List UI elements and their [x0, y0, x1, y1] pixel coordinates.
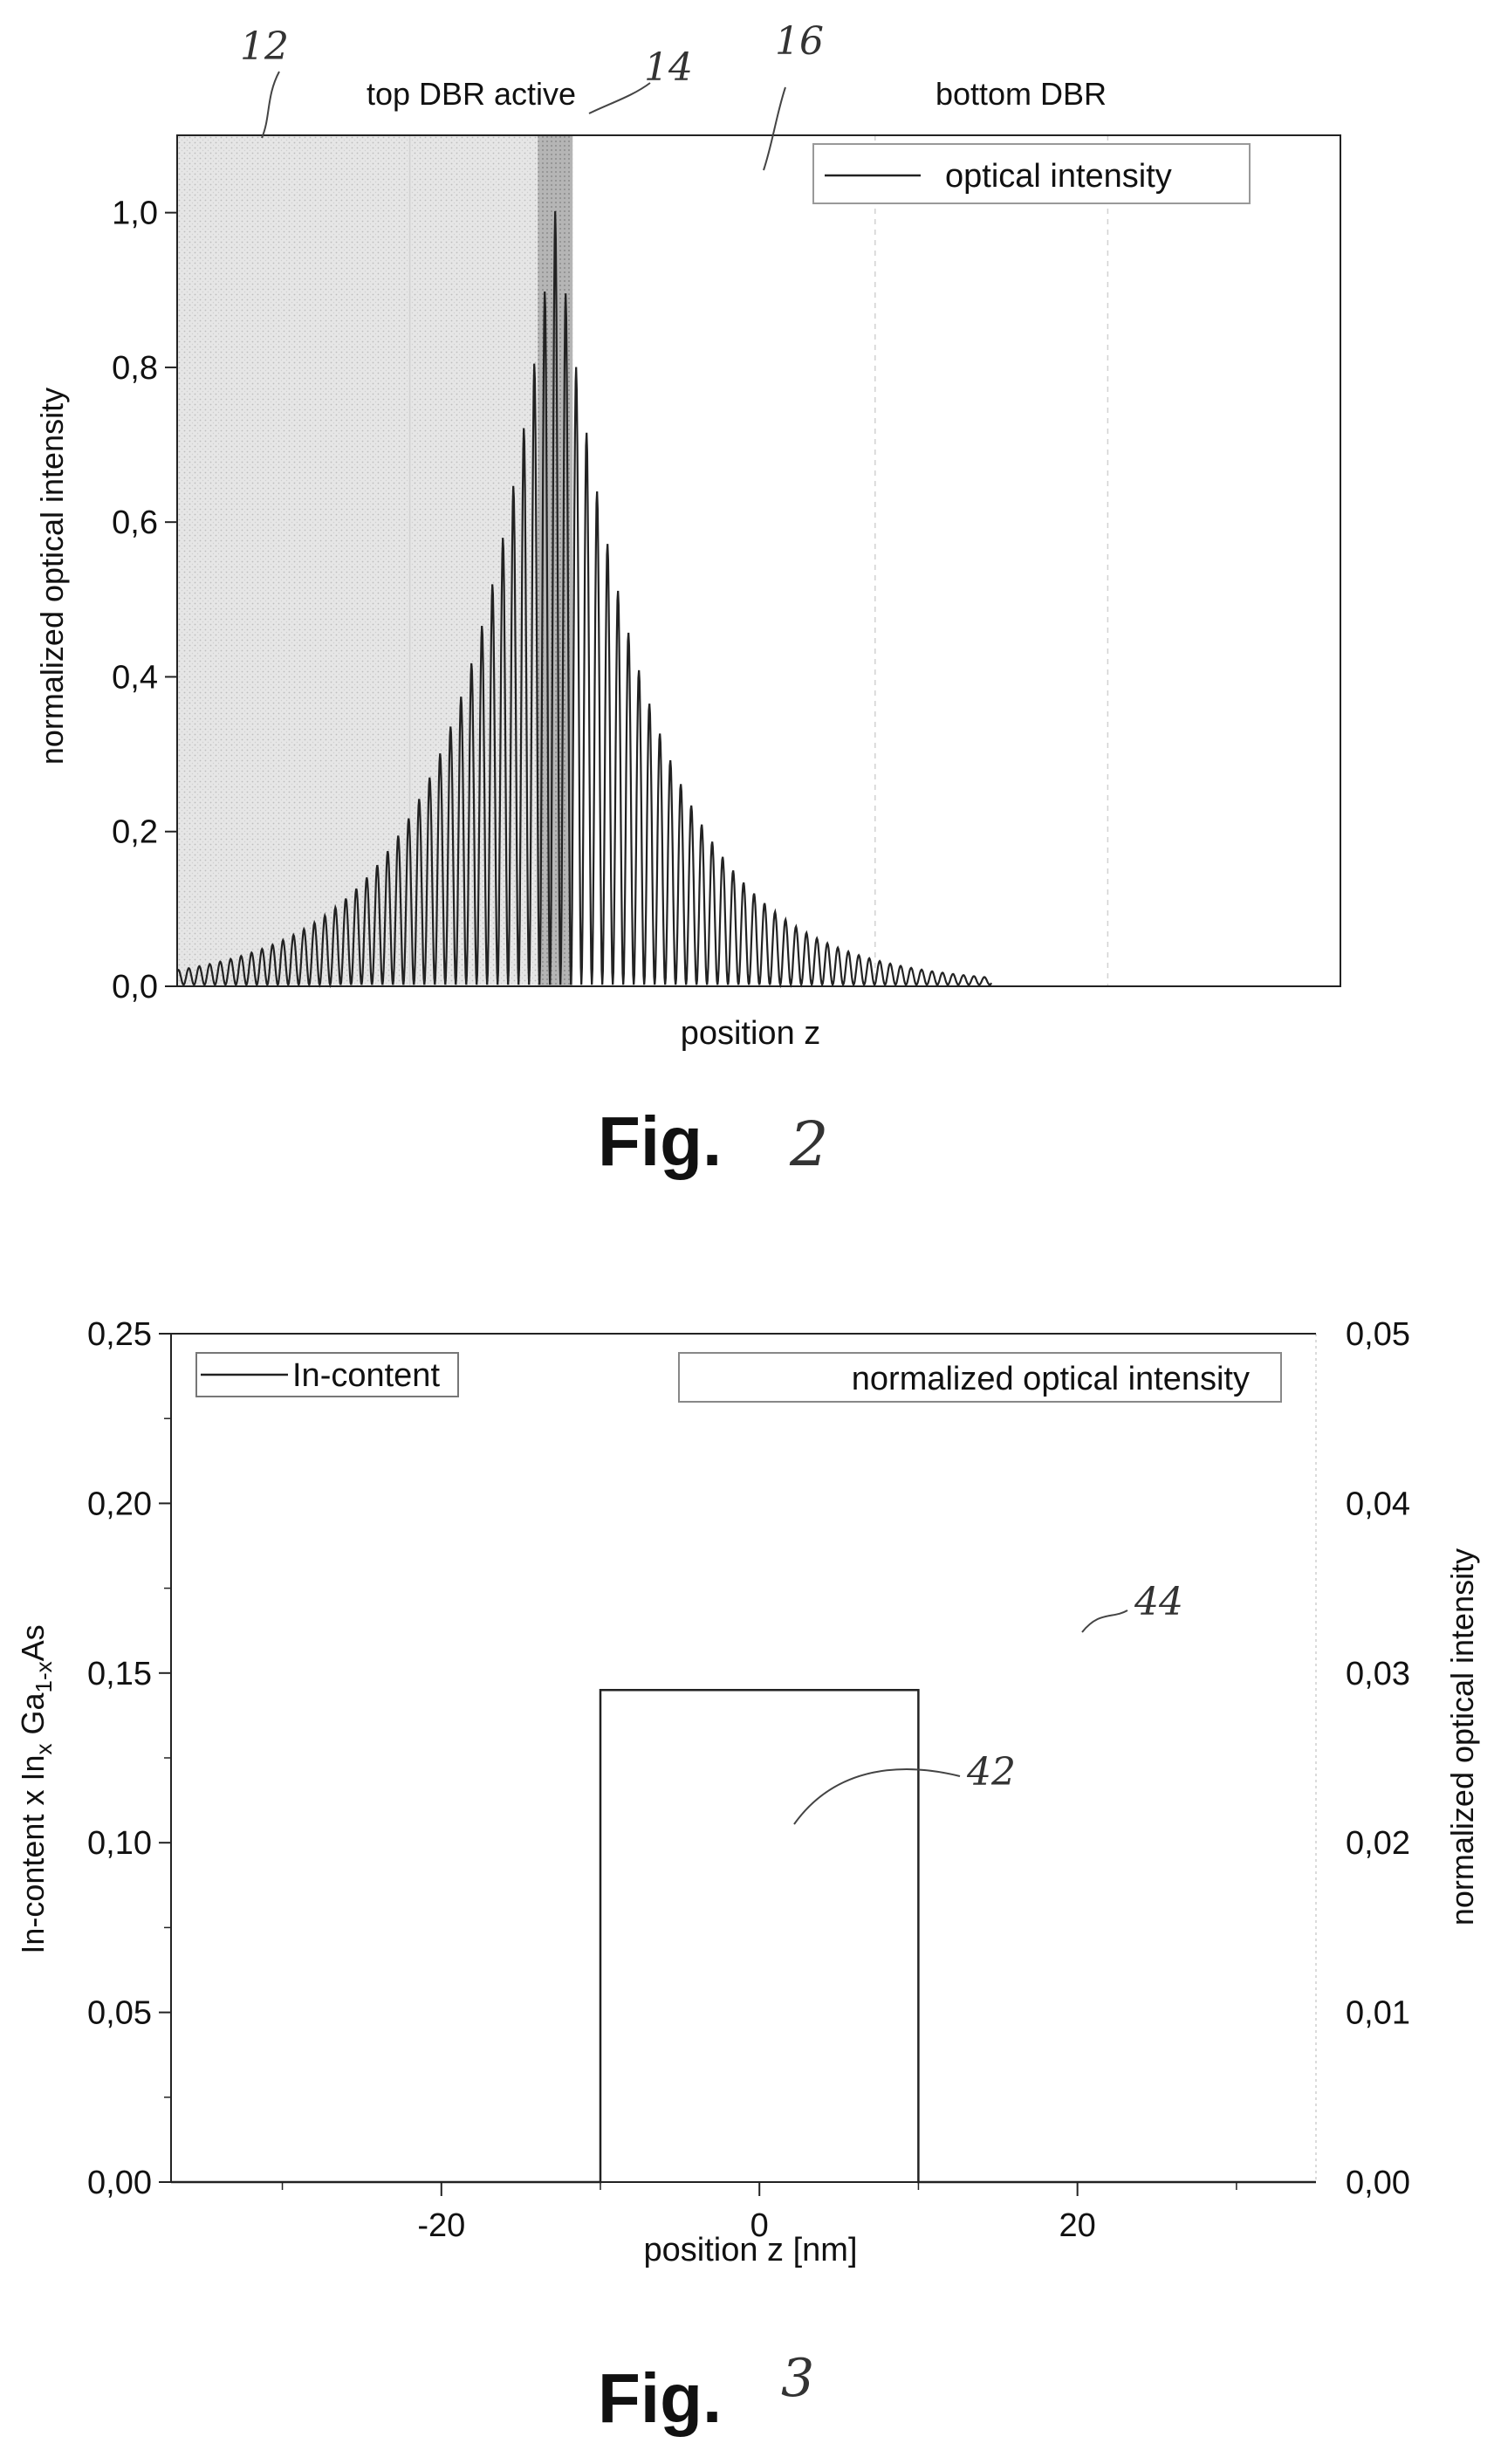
region-label-bottom-dbr: bottom DBR — [935, 76, 1107, 112]
reference-numeral-16: 16 — [775, 19, 824, 64]
fig3-y2-tick-label: 0,00 — [1346, 2165, 1410, 2201]
fig3-y-ticks: 0,00 0,05 0,10 0,15 0,20 0,25 — [87, 1316, 172, 2201]
fig3-x-tick-label: 0 — [750, 2207, 769, 2244]
fig3-x-tick-label: 20 — [1059, 2207, 1096, 2244]
fig3-y2-tick-label: 0,01 — [1346, 1995, 1410, 2032]
fig3-number: 3 — [781, 2348, 814, 2409]
fig3-y-tick-label: 0,00 — [87, 2165, 152, 2201]
fig3-y-axis-label-as: As — [15, 1624, 51, 1661]
fig2-y-tick-label: 0,4 — [112, 659, 158, 696]
reference-numeral-44: 44 — [1134, 1580, 1183, 1624]
fig3-y-axis-label-sub-x: x — [31, 1744, 57, 1755]
fig2-y-tick-label: 1,0 — [112, 196, 158, 232]
leader-line-16 — [763, 86, 786, 171]
fig3-legend-normalized-optical-intensity: normalized optical intensity — [678, 1352, 1282, 1403]
reference-numeral-14: 14 — [644, 45, 693, 90]
fig3-y-tick-label: 0,20 — [87, 1486, 152, 1522]
fig3-y-tick-label: 0,10 — [87, 1825, 152, 1862]
fig2-y-tick-label: 0,2 — [112, 814, 158, 851]
fig3-y-axis-label-main: In-content x In — [15, 1755, 51, 1954]
fig2-y-tick-label: 0,0 — [112, 969, 158, 1006]
fig2-caption: Fig. — [598, 1102, 722, 1180]
fig3-y2-tick-label: 0,05 — [1346, 1316, 1410, 1353]
fig3-caption: Fig. — [598, 2359, 722, 2437]
fig3-y2-tick-label: 0,03 — [1346, 1656, 1410, 1692]
leader-line-44 — [1081, 1609, 1128, 1633]
fig2-x-axis-label: position z — [681, 1015, 821, 1052]
fig3-y-axis-label: In-content x Inx Ga1-xAs — [15, 1624, 57, 1953]
fig3-y2-axis-label: normalized optical intensity — [1444, 1548, 1480, 1925]
optical-intensity-curve — [175, 210, 993, 989]
fig2-y-tick-label: 0,8 — [112, 350, 158, 387]
fig2-y-axis-label: normalized optical intensity — [34, 388, 70, 765]
region-12-top-dbr — [177, 135, 538, 986]
fig3-y2-ticks: 0,00 0,01 0,02 0,03 0,04 0,05 — [1315, 1316, 1410, 2201]
fig3-y-tick-label: 0,25 — [87, 1316, 152, 1353]
region-label-top-dbr-active: top DBR active — [367, 76, 576, 112]
fig3-y-axis-label-sub-1x: 1-x — [31, 1661, 57, 1692]
reference-numeral-12: 12 — [240, 24, 289, 69]
fig3-y-tick-label: 0,15 — [87, 1656, 152, 1692]
fig2-chart: 0,0 0,2 0,4 0,6 0,8 1,0 top DBR active bottom… — [34, 19, 1341, 1180]
fig2-y-tick-label: 0,6 — [112, 504, 158, 541]
fig3-y2-tick-label: 0,04 — [1346, 1486, 1410, 1522]
leader-line-42 — [793, 1768, 961, 1825]
leader-line-14 — [588, 82, 651, 114]
fig3-legend-in-content: In-content — [195, 1352, 459, 1397]
legend-label-optical-intensity: optical intensity — [945, 158, 1172, 195]
fig2-y-ticks: 0,0 0,2 0,4 0,6 0,8 1,0 — [112, 196, 177, 1006]
fig3-y-tick-label: 0,05 — [87, 1995, 152, 2032]
fig3-chart: 0,000,050,100,150,200,25 0,000,010,020,0… — [15, 1316, 1480, 2437]
legend-label-normalized-optical-intensity: normalized optical intensity — [852, 1361, 1250, 1397]
fig3-x-ticks: -20 0 20 — [281, 2182, 1237, 2244]
leader-line-12 — [261, 71, 280, 139]
fig3-x-tick-label: -20 — [417, 2207, 465, 2244]
fig3-y2-tick-label: 0,02 — [1346, 1825, 1410, 1862]
legend-label-in-content: In-content — [292, 1357, 440, 1394]
fig2-plot-frame — [176, 134, 1341, 987]
fig2-legend: optical intensity — [812, 143, 1251, 204]
fig3-x-axis-label: position z [nm] — [644, 2232, 858, 2268]
fig3-y-axis-label-ga: Ga — [15, 1692, 51, 1744]
in-content-profile — [171, 1688, 1316, 2184]
reference-numeral-42: 42 — [966, 1750, 1016, 1795]
fig2-number: 2 — [789, 1108, 829, 1180]
